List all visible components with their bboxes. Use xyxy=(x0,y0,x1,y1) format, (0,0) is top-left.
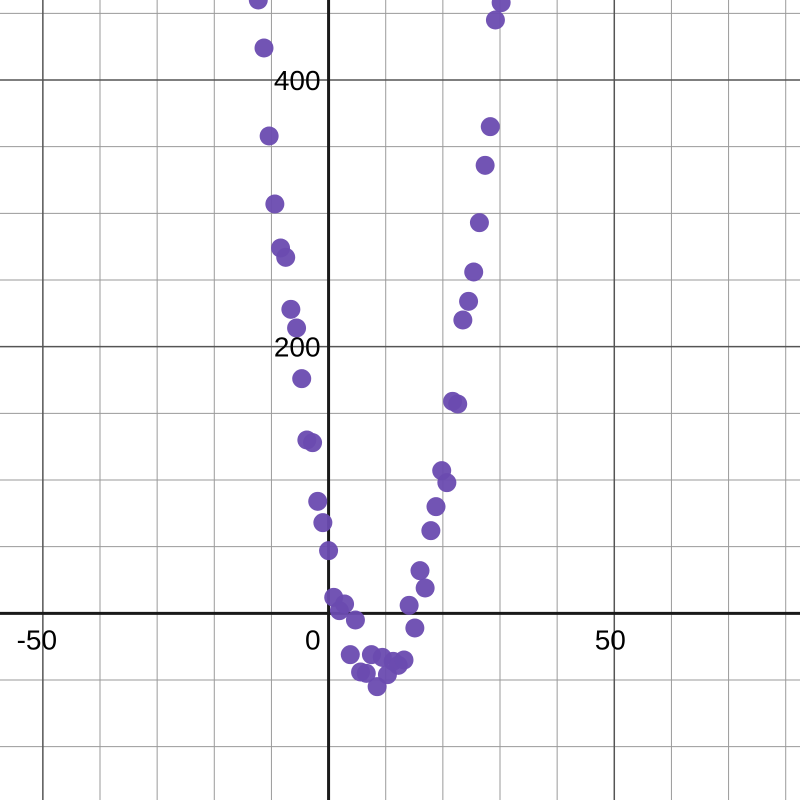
data-point xyxy=(459,291,479,311)
data-point xyxy=(265,194,285,214)
data-point xyxy=(480,117,500,137)
data-point xyxy=(405,618,425,638)
x-tick-label: 50 xyxy=(595,624,626,655)
x-tick-label: 0 xyxy=(305,624,321,655)
data-point xyxy=(491,0,511,13)
data-point xyxy=(303,433,323,453)
data-point xyxy=(248,0,268,10)
data-point xyxy=(308,491,328,511)
data-point xyxy=(335,594,355,614)
tick-labels: -50 0 50 200 400 xyxy=(17,65,626,655)
data-point xyxy=(319,541,339,561)
data-point xyxy=(448,394,468,414)
data-point xyxy=(399,595,419,615)
data-point xyxy=(254,38,274,58)
y-tick-label: 400 xyxy=(274,65,321,96)
data-point xyxy=(415,578,435,598)
data-point xyxy=(426,497,446,517)
y-tick-label: 200 xyxy=(274,332,321,363)
data-point xyxy=(345,610,365,630)
data-point xyxy=(276,247,296,267)
data-point xyxy=(421,521,441,541)
data-point xyxy=(469,213,489,233)
data-point xyxy=(410,561,430,581)
data-point xyxy=(394,650,414,670)
x-tick-label: -50 xyxy=(17,624,57,655)
data-point xyxy=(292,369,312,389)
data-point xyxy=(356,663,376,683)
data-point xyxy=(464,262,484,282)
data-point xyxy=(313,513,333,533)
data-point xyxy=(453,310,473,330)
data-point xyxy=(485,10,505,30)
data-point xyxy=(340,645,360,665)
data-point xyxy=(475,155,495,175)
data-points xyxy=(248,0,511,697)
data-point xyxy=(437,473,457,493)
data-point xyxy=(287,318,307,338)
data-point xyxy=(281,299,301,319)
data-point xyxy=(259,126,279,146)
